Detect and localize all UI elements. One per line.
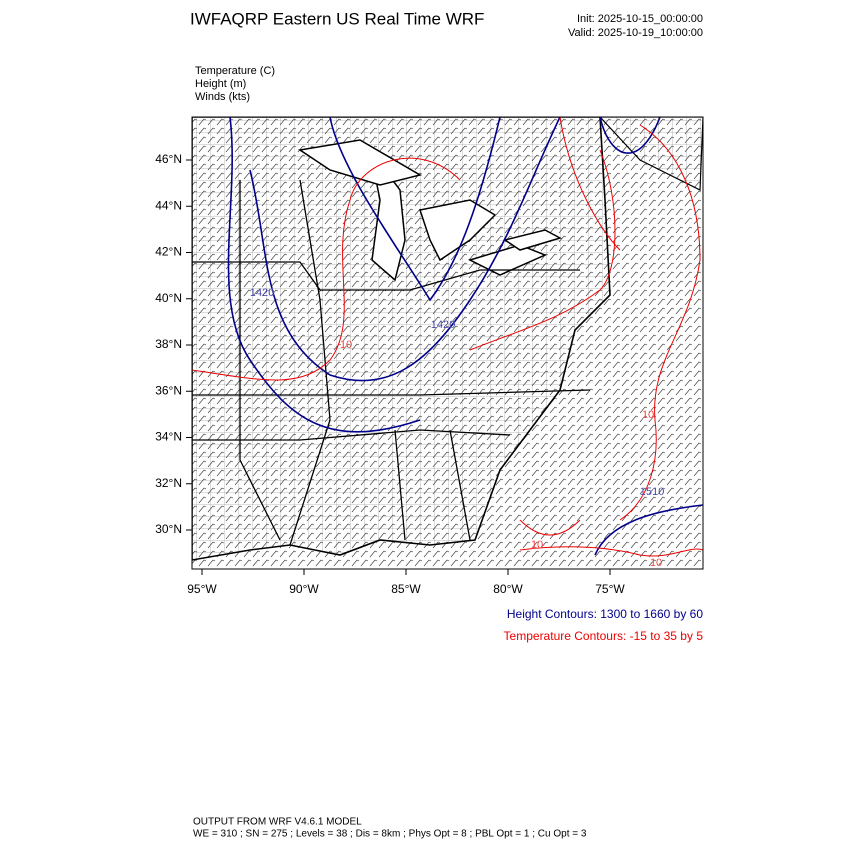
lon-label: 85°W	[391, 582, 421, 596]
footer-settings: WE = 310 ; SN = 275 ; Levels = 38 ; Dis …	[193, 829, 587, 840]
field-label: Temperature (C)	[195, 65, 275, 77]
init-time: Init: 2025-10-15_00:00:00	[577, 13, 703, 25]
lat-label: 44°N	[155, 198, 182, 212]
contour-label: 1510	[640, 486, 664, 498]
contour-label: 1420	[250, 287, 274, 299]
lat-label: 40°N	[155, 291, 182, 305]
contour-label: 10	[642, 409, 654, 421]
lon-label: 90°W	[289, 582, 319, 596]
valid-time: Valid: 2025-10-19_10:00:00	[568, 27, 703, 39]
map-area	[192, 117, 703, 569]
temperature-legend: Temperature Contours: -15 to 35 by 5	[504, 629, 704, 643]
contour-label: 10	[340, 339, 352, 351]
map-frame	[191, 116, 704, 570]
lat-label: 34°N	[155, 430, 182, 444]
lon-label: 80°W	[493, 582, 523, 596]
lon-label: 95°W	[187, 582, 217, 596]
height-legend: Height Contours: 1300 to 1660 by 60	[507, 607, 703, 621]
contour-label: 1420	[431, 319, 455, 331]
lat-label: 32°N	[155, 476, 182, 490]
lat-label: 42°N	[155, 245, 182, 259]
lon-label: 75°W	[595, 582, 625, 596]
field-label: Height (m)	[195, 78, 246, 90]
footer-model: OUTPUT FROM WRF V4.6.1 MODEL	[193, 817, 362, 828]
contour-label: 10	[531, 539, 543, 551]
field-label: Winds (kts)	[195, 91, 250, 103]
lat-label: 46°N	[155, 152, 182, 166]
lat-label: 38°N	[155, 337, 182, 351]
lat-label: 30°N	[155, 522, 182, 536]
title: IWFAQRP Eastern US Real Time WRF	[190, 9, 484, 28]
contour-label: 10	[650, 557, 662, 569]
lat-label: 36°N	[155, 383, 182, 397]
